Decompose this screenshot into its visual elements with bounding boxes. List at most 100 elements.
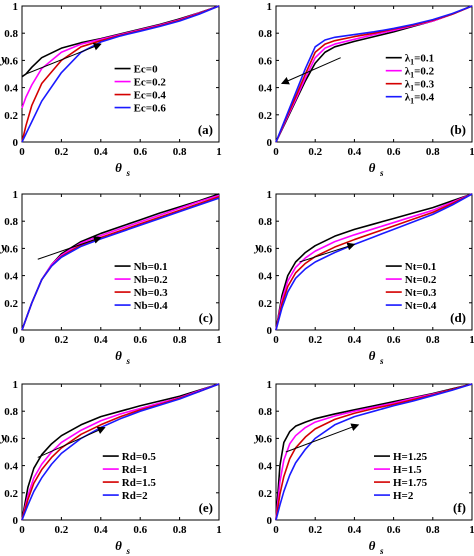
series-line [275,383,473,521]
plot-frame [21,383,220,521]
x-tick-label: 0.8 [173,524,187,536]
y-tick-label: 0.8 [4,406,18,418]
x-tick-label: 0.8 [426,334,440,346]
y-tick-label: 0.2 [258,298,272,310]
series-line [275,5,473,143]
x-tick-label: 0.8 [173,334,187,346]
series-line [21,5,220,143]
series-line [21,383,220,521]
legend-label: Rd=0.5 [122,451,157,463]
y-tick-label: 0.4 [4,461,18,473]
x-axis-label-sub: s [126,168,131,178]
series-line [275,5,473,143]
y-tick-label: 0.2 [258,110,272,122]
y-tick-label: 0.6 [258,243,272,255]
x-tick-label: 0.2 [55,146,69,158]
panel-f: 0 0.2 0.4 0.6 0.8 100.20.40.60.81θ syH=1.25H=1… [253,379,474,556]
trend-arrow [37,426,106,458]
panel-d: 0 0.2 0.4 0.6 0.8 100.20.40.60.81θ syNt=0.1Nt=… [253,189,474,366]
y-tick-label: 0.4 [258,271,272,283]
x-axis-label: θ [115,160,122,175]
plot-frame [21,5,220,143]
y-tick-label: 0 [13,515,19,527]
y-tick-label: 1 [267,189,273,201]
legend-label: λ1=0.4 [405,92,435,106]
series-line [275,193,473,331]
panel-label: (b) [450,122,466,137]
legend-label: Nb=0.4 [134,300,169,312]
series-line [275,383,473,521]
y-tick-label: 0.4 [4,271,18,283]
legend-label: Nb=0.1 [134,261,168,273]
x-tick-label: 0.4 [348,146,362,158]
x-axis-label: θ [115,538,122,553]
y-tick-label: 0 [267,515,273,527]
series-line [275,193,473,331]
y-tick-label: 0 [13,137,19,149]
series-line [21,194,220,331]
x-axis-label: θ [115,348,122,363]
x-tick-label: 0 [19,334,25,346]
legend-label: Ec=0.2 [134,77,167,89]
series-line [275,193,473,331]
legend-label: λ1=0.3 [405,79,435,93]
y-tick-label: 0.8 [258,28,272,40]
y-tick-label: 0.2 [4,298,18,310]
x-tick-label: 0.6 [133,146,147,158]
y-tick-label: 0 [13,325,19,337]
panel-a: 0 0.2 0.4 0.6 0.8 100.20.40.60.81θ syEc=0Ec=0.… [0,1,222,178]
y-tick-label: 0 [267,325,273,337]
y-tick-label: 1 [13,189,19,201]
x-axis-label-sub: s [379,168,384,178]
y-tick-label: 0.2 [4,488,18,500]
x-tick-label: 0.4 [94,146,108,158]
x-axis-label-sub: s [126,546,131,556]
legend-label: Nt=0.4 [405,300,437,312]
x-tick-label: 0.6 [133,334,147,346]
series-line [21,195,220,331]
y-axis-label: y [0,239,7,254]
panel-e: 0 0.2 0.4 0.6 0.8 100.20.40.60.81θ syRd=0.5Rd=… [0,379,222,556]
x-tick-label: 0.2 [308,334,322,346]
panel-label: (e) [199,500,213,515]
legend-label: λ1=0.2 [405,66,435,80]
legend-label: H=2 [393,490,414,502]
series-line [275,383,473,521]
y-tick-label: 0.4 [4,83,18,95]
x-tick-label: 0 [273,524,279,536]
x-tick-label: 1 [469,334,474,346]
y-tick-label: 0.2 [258,488,272,500]
y-tick-label: 1 [13,1,19,13]
legend-label: Nt=0.3 [405,287,437,299]
x-axis-label-sub: s [379,546,384,556]
x-axis-label: θ [369,160,376,175]
series-line [275,193,473,331]
plot-frame [21,193,220,331]
x-tick-label: 0.8 [426,524,440,536]
x-tick-label: 1 [216,146,222,158]
plot-frame [275,193,473,331]
panel-label: (c) [199,310,213,325]
y-tick-label: 0.4 [258,461,272,473]
panel-label: (d) [450,310,466,325]
trend-arrow [285,423,360,453]
y-tick-label: 1 [13,379,19,391]
x-tick-label: 0.6 [133,524,147,536]
y-tick-label: 0.2 [4,110,18,122]
x-tick-label: 0.2 [308,524,322,536]
panel-label: (a) [198,122,213,137]
panel-c: 0 0.2 0.4 0.6 0.8 100.20.40.60.81θ syNb=0.1Nb=… [0,189,222,366]
legend-label: Ec=0 [134,64,158,76]
x-tick-label: 0.4 [94,334,108,346]
y-axis-label: y [0,51,7,66]
legend-label: Nt=0.2 [405,274,437,286]
panel-b: 0 0.2 0.4 0.6 0.8 100.20.40.60.81θ sλ1=0.1λ1=0… [258,1,474,178]
panel-label: (f) [453,500,466,515]
x-tick-label: 0.6 [387,524,401,536]
legend-label: H=1.75 [393,477,428,489]
y-tick-label: 0.6 [4,55,18,67]
y-tick-label: 0.8 [258,406,272,418]
y-tick-label: 0.4 [258,83,272,95]
x-tick-label: 0.4 [348,334,362,346]
